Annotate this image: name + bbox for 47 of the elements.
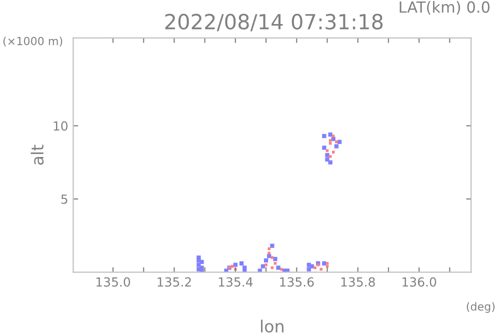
- point: [314, 266, 316, 270]
- point: [334, 144, 339, 148]
- x-tick-label: 135.2: [158, 277, 191, 287]
- text: (×1000 m): [3, 36, 62, 47]
- point: [200, 260, 204, 264]
- point: [270, 244, 274, 248]
- point: [264, 258, 268, 263]
- point: [274, 262, 277, 265]
- chart-title: 2022/08/14 07:31:18: [165, 14, 383, 32]
- point: [268, 252, 270, 255]
- x-tick-label: 135.4: [218, 277, 253, 287]
- point: [335, 140, 338, 144]
- point: [328, 132, 332, 137]
- point: [276, 266, 280, 270]
- y-tick-label: 10: [54, 121, 68, 131]
- point: [322, 134, 326, 138]
- point: [322, 146, 326, 150]
- point: [328, 160, 332, 164]
- point: [196, 255, 201, 260]
- point: [332, 150, 335, 154]
- point: [230, 264, 234, 268]
- point: [260, 264, 266, 268]
- point: [310, 264, 314, 268]
- point: [200, 268, 204, 272]
- point: [264, 263, 268, 266]
- point: [328, 139, 332, 142]
- point: [322, 261, 326, 266]
- point: [328, 155, 332, 158]
- point: [325, 152, 330, 158]
- y-tick-label: 5: [61, 194, 68, 204]
- x-axis-title: lon: [261, 320, 284, 333]
- text: (deg): [466, 302, 495, 313]
- point: [320, 268, 323, 271]
- x-tick-label: 135.0: [96, 277, 130, 287]
- point: [273, 256, 278, 262]
- point: [326, 262, 329, 265]
- x-tick-label: 135.8: [341, 277, 375, 287]
- chart-subtitle: LAT(km) 0.0: [400, 1, 490, 15]
- x-tick-label: 135.6: [280, 277, 314, 287]
- point: [306, 267, 311, 272]
- x-tick-label: 136.0: [402, 277, 436, 287]
- point: [268, 247, 270, 250]
- y-axis-title: alt: [30, 144, 44, 165]
- point: [325, 157, 330, 162]
- point: [239, 261, 244, 266]
- point: [270, 256, 274, 259]
- point: [332, 134, 335, 138]
